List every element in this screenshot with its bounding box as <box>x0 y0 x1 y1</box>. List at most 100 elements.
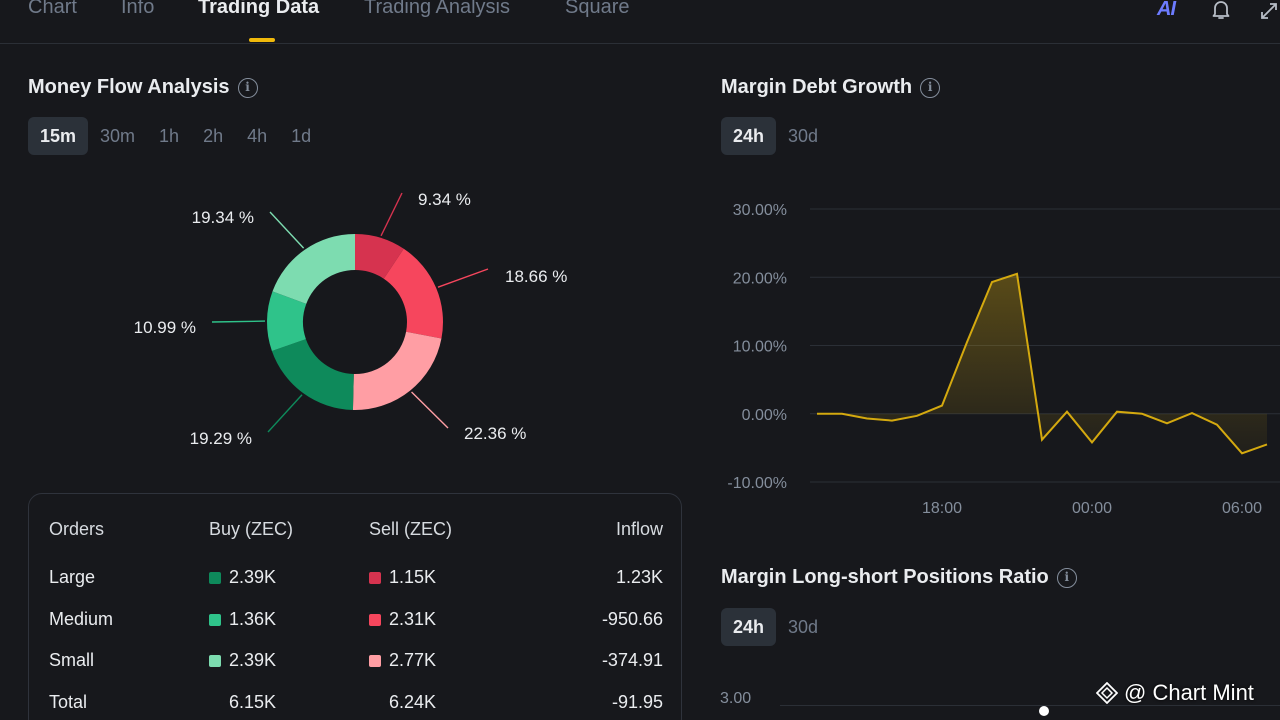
header-orders: Orders <box>49 519 105 539</box>
donut-leader-line <box>411 391 449 429</box>
row-label: Total <box>49 692 88 712</box>
legend-swatch <box>209 613 221 626</box>
long-short-title: Margin Long-short Positions Ratio i <box>721 566 1077 589</box>
tab-trading-analysis[interactable]: Trading Analysis <box>364 0 510 18</box>
period-30d[interactable]: 30d <box>788 617 819 637</box>
ai-icon[interactable]: AI <box>1157 0 1176 20</box>
sell-cell: 1.15K <box>369 567 436 588</box>
period-1d[interactable]: 1d <box>291 126 312 146</box>
margin-debt-title: Margin Debt Growth i <box>721 76 941 99</box>
area-fill <box>817 273 1267 454</box>
money-flow-title-text: Money Flow Analysis <box>28 76 230 98</box>
legend-swatch <box>209 571 221 584</box>
info-icon[interactable]: i <box>1056 567 1077 588</box>
header-sell: Sell (ZEC) <box>369 519 453 539</box>
inflow-cell: 1.23K <box>615 567 663 587</box>
period-4h[interactable]: 4h <box>247 126 268 146</box>
active-tab-indicator <box>249 38 275 42</box>
legend-swatch <box>369 654 381 667</box>
expand-icon[interactable] <box>1258 0 1280 27</box>
header-buy: Buy (ZEC) <box>209 519 294 539</box>
buy-cell-value: 1.36K <box>229 609 277 629</box>
sell-cell-value: 1.15K <box>389 567 437 587</box>
watermark: @ Chart Mint <box>1096 680 1254 706</box>
y-tick-label: 0.00% <box>742 407 787 424</box>
diamond-logo-icon <box>1096 682 1118 704</box>
donut-slice <box>352 331 442 410</box>
info-icon[interactable]: i <box>237 77 258 98</box>
donut-data-label: 10.99 % <box>134 318 196 337</box>
period-30m[interactable]: 30m <box>100 126 136 146</box>
sell-cell-value: 6.24K <box>389 692 437 712</box>
buy-cell: 2.39K <box>209 650 276 671</box>
period-30d[interactable]: 30d <box>788 126 819 146</box>
inflow-cell: -950.66 <box>601 609 663 629</box>
donut-data-label: 22.36 % <box>464 424 526 443</box>
tab-square[interactable]: Square <box>565 0 630 18</box>
margin-debt-line-chart: 30.00% 20.00% 10.00% 0.00% -10.00% 18:00 00:00… <box>727 202 1280 517</box>
money-flow-title: Money Flow Analysis i <box>28 76 258 99</box>
row-label: Small <box>49 650 95 670</box>
donut-slice <box>271 339 354 410</box>
margin-debt-period-selector: 24h 30d <box>721 117 830 155</box>
period-15m[interactable]: 15m <box>28 117 89 155</box>
long-short-data-point <box>1039 706 1049 716</box>
donut-slice <box>383 248 443 339</box>
buy-cell: 1.36K <box>209 609 276 630</box>
y-tick-label: 20.00% <box>733 270 787 287</box>
buy-cell: 2.39K <box>209 567 276 588</box>
inflow-cell: -91.95 <box>611 692 663 712</box>
sell-cell: 6.24K <box>369 692 436 713</box>
y-tick-label: 30.00% <box>733 202 787 219</box>
legend-swatch <box>369 571 381 584</box>
table-row: Large 2.39K 1.15K 1.23K <box>29 567 683 597</box>
sell-cell-value: 2.77K <box>389 650 437 670</box>
legend-swatch <box>369 613 381 626</box>
x-tick-label: 18:00 <box>922 500 962 517</box>
donut-data-label: 19.29 % <box>190 429 252 448</box>
x-tick-label: 00:00 <box>1072 500 1112 517</box>
tab-chart[interactable]: Chart <box>28 0 77 18</box>
top-tab-bar: Chart Info Trading Data Trading Analysis… <box>0 0 1280 44</box>
donut-slice <box>355 234 404 279</box>
donut-leader-line <box>269 211 305 249</box>
orders-table-header: Orders Buy (ZEC) Sell (ZEC) Inflow <box>29 519 683 549</box>
legend-swatch <box>369 697 381 709</box>
buy-cell: 6.15K <box>209 692 276 713</box>
sell-cell-value: 2.31K <box>389 609 437 629</box>
tab-trading-data[interactable]: Trading Data <box>198 0 320 18</box>
donut-leader-line <box>211 320 266 323</box>
buy-cell-value: 2.39K <box>229 650 277 670</box>
period-24h[interactable]: 24h <box>721 117 777 155</box>
donut-slice <box>267 291 307 351</box>
period-24h[interactable]: 24h <box>721 608 777 646</box>
period-1h[interactable]: 1h <box>159 126 180 146</box>
legend-swatch <box>209 697 221 709</box>
y-tick-label: -10.00% <box>727 475 787 492</box>
row-label: Large <box>49 567 96 587</box>
orders-table: Orders Buy (ZEC) Sell (ZEC) Inflow Large… <box>28 493 682 720</box>
donut-data-label: 19.34 % <box>192 208 254 227</box>
info-icon[interactable]: i <box>920 77 941 98</box>
donut-leader-line <box>437 268 489 288</box>
buy-cell-value: 2.39K <box>229 567 277 587</box>
inflow-cell: -374.91 <box>601 650 663 670</box>
tab-info[interactable]: Info <box>121 0 155 18</box>
donut-slice <box>272 234 355 304</box>
x-tick-label: 06:00 <box>1222 500 1262 517</box>
long-short-period-selector: 24h 30d <box>721 608 830 646</box>
period-2h[interactable]: 2h <box>203 126 224 146</box>
donut-data-label: 18.66 % <box>505 267 567 286</box>
margin-debt-title-text: Margin Debt Growth <box>721 76 913 98</box>
money-flow-donut-chart: 9.34 % 18.66 % 22.36 % 19.29 % 10.99 % 19.34 … <box>134 190 568 448</box>
table-row: Total 6.15K 6.24K -91.95 <box>29 692 683 720</box>
watermark-text: @ Chart Mint <box>1124 680 1254 705</box>
donut-leader-line <box>267 394 303 433</box>
donut-leader-line <box>380 192 403 237</box>
header-inflow: Inflow <box>615 519 663 539</box>
long-short-title-text: Margin Long-short Positions Ratio <box>721 566 1049 588</box>
bell-icon[interactable] <box>1209 0 1233 27</box>
donut-data-label: 9.34 % <box>418 190 471 209</box>
sell-cell: 2.77K <box>369 650 436 671</box>
